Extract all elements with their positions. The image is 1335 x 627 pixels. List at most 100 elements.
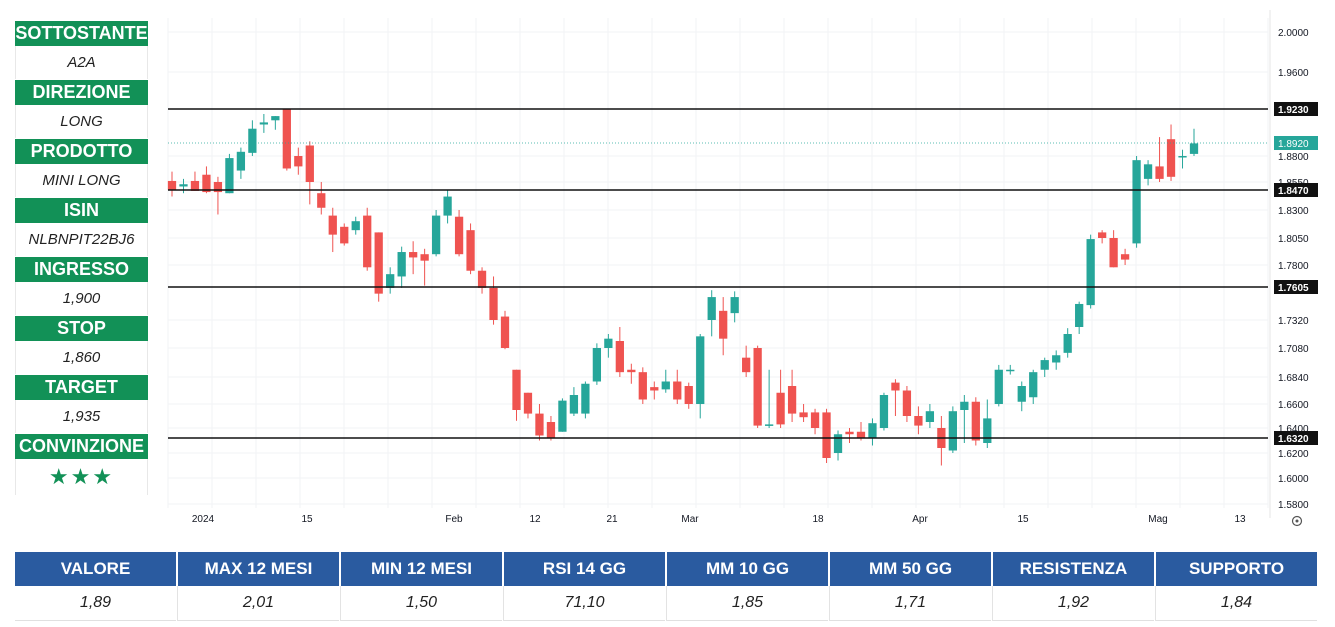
candle-body: [615, 341, 624, 373]
settings-gear-icon-center: [1295, 519, 1299, 523]
candle-body: [558, 400, 567, 432]
candle-body: [592, 348, 602, 382]
candle-body: [1132, 160, 1141, 244]
candle-body: [661, 381, 670, 390]
value-mm-50-gg: 1,71: [829, 586, 991, 621]
x-tick-label: 15: [301, 514, 313, 525]
candle-body: [1098, 232, 1107, 238]
candle-body: [1143, 164, 1153, 179]
value-min-12-mesi: 1,50: [340, 586, 502, 621]
candle-body: [317, 193, 326, 208]
sidebar-label-sottostante: SOTTOSTANTE: [15, 21, 148, 46]
candle-body: [914, 416, 923, 426]
candle-body: [1075, 303, 1084, 327]
candle-body: [454, 216, 464, 255]
candle-body: [719, 310, 728, 339]
candle-body: [477, 270, 487, 288]
y-tick-label: 1.6400: [1278, 424, 1309, 435]
candle-body: [1178, 156, 1187, 158]
value-supporto: 1,84: [1155, 586, 1317, 621]
value-mm-10-gg: 1,85: [666, 586, 828, 621]
candle-body: [1017, 386, 1026, 402]
header-resistenza: RESISTENZA: [993, 552, 1154, 586]
y-tick-label: 1.6000: [1278, 474, 1309, 485]
candle-body: [351, 221, 360, 231]
x-tick-label: 21: [606, 514, 618, 525]
header-mm-50-gg: MM 50 GG: [830, 552, 991, 586]
y-tick-label: 1.5800: [1278, 500, 1309, 511]
candle-body: [190, 180, 200, 191]
value-resistenza: 1,92: [992, 586, 1154, 621]
candle-body: [213, 182, 223, 193]
candle-body: [523, 392, 533, 414]
level-tag: [1274, 280, 1318, 294]
candle-body: [271, 116, 280, 121]
candle-body: [742, 357, 751, 373]
sidebar-value-ingresso: 1,900: [15, 282, 148, 315]
candle-body: [512, 369, 521, 410]
level-label: 1.8470: [1278, 186, 1309, 197]
settings-gear-icon: [1291, 515, 1303, 527]
header-valore: VALORE: [15, 552, 176, 586]
header-rsi-14-gg: RSI 14 GG: [504, 552, 665, 586]
candle-body: [535, 413, 544, 436]
candle-body: [409, 252, 418, 258]
candle-body: [994, 369, 1003, 404]
candle-body: [879, 395, 889, 428]
indicators-table: VALORE MAX 12 MESI MIN 12 MESI RSI 14 GG…: [15, 552, 1321, 621]
candle-body: [1189, 143, 1199, 154]
candle-body: [776, 392, 785, 425]
candle-body: [328, 215, 337, 235]
candle-body: [822, 412, 831, 458]
conviction-stars-icon: ★★★: [15, 459, 148, 495]
y-tick-label: 1.8800: [1278, 152, 1309, 163]
level-label: 1.6320: [1278, 434, 1309, 445]
candle-body: [1006, 369, 1015, 372]
candle-body: [891, 382, 900, 391]
candle-body: [489, 287, 498, 320]
price-chart: 2.00001.96001.88001.85501.83001.80501.78…: [167, 10, 1318, 527]
candle-body: [363, 215, 372, 268]
last-price-tag: [1274, 136, 1318, 150]
candle-body: [236, 151, 246, 171]
y-tick-label: 2.0000: [1278, 28, 1309, 39]
candle-body: [971, 401, 980, 441]
candle-body: [948, 411, 957, 451]
header-min-12-mesi: MIN 12 MESI: [341, 552, 502, 586]
candle-body: [960, 401, 969, 410]
y-tick-label: 1.6840: [1278, 373, 1309, 384]
candle-body: [282, 108, 291, 169]
candle-body: [707, 297, 716, 320]
candle-body: [340, 226, 349, 244]
candle-body: [764, 424, 774, 426]
candle-body: [696, 336, 705, 404]
header-supporto: SUPPORTO: [1156, 552, 1317, 586]
candle-body: [305, 145, 314, 182]
indicators-value-row: 1,89 2,01 1,50 71,10 1,85 1,71 1,92 1,84: [15, 586, 1321, 621]
candle-body: [569, 395, 579, 414]
header-mm-10-gg: MM 10 GG: [667, 552, 828, 586]
candle-body: [673, 381, 682, 400]
candle-body: [730, 297, 739, 314]
header-max-12-mesi: MAX 12 MESI: [178, 552, 339, 586]
y-tick-label: 1.6600: [1278, 400, 1309, 411]
candle-body: [684, 386, 693, 404]
sidebar-value-prodotto: MINI LONG: [15, 164, 148, 197]
value-rsi-14-gg: 71,10: [503, 586, 665, 621]
x-tick-label: Feb: [445, 514, 463, 525]
candle-body: [1109, 238, 1118, 268]
candle-body: [810, 412, 820, 428]
candle-body: [202, 174, 211, 193]
candle-body: [1120, 254, 1130, 260]
value-max-12-mesi: 2,01: [177, 586, 339, 621]
sidebar-value-direzione: LONG: [15, 105, 148, 138]
candle-body: [546, 422, 556, 438]
candle-body: [753, 348, 762, 426]
candle-body: [856, 431, 866, 438]
candle-body: [397, 252, 406, 277]
sidebar-label-target: TARGET: [15, 375, 148, 400]
candle-body: [374, 232, 383, 294]
candle-body: [868, 423, 877, 438]
y-tick-label: 1.8300: [1278, 206, 1309, 217]
sidebar-label-prodotto: PRODOTTO: [15, 139, 148, 164]
